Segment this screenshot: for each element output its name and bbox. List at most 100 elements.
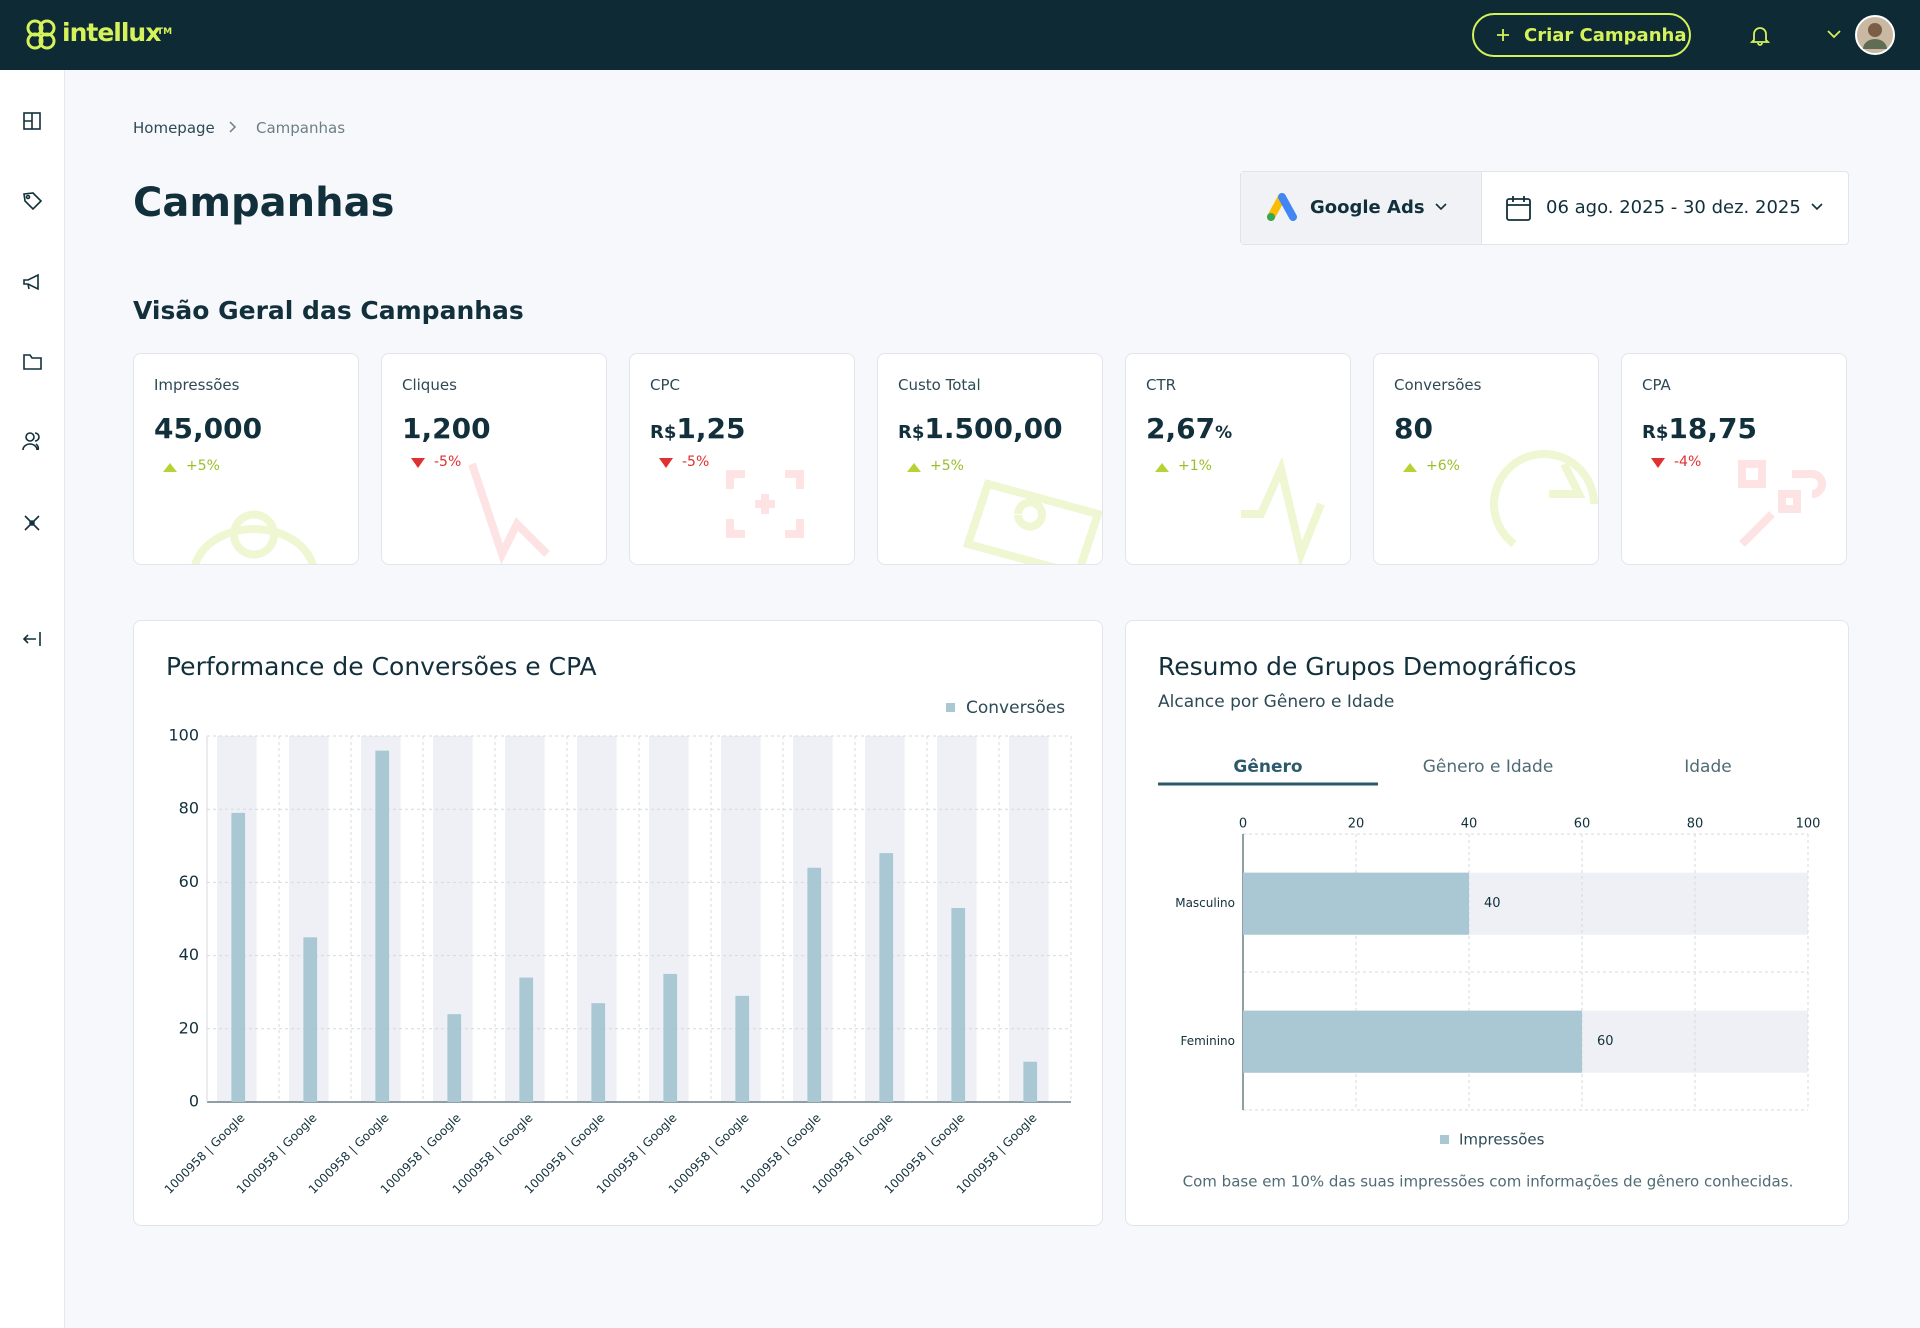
- kpi-icon: [468, 462, 550, 564]
- bar: [303, 937, 318, 1102]
- trend-arrow: [1651, 458, 1665, 468]
- x-tick-label: 1000958 | Google: [810, 1111, 896, 1197]
- network-icon[interactable]: [24, 515, 40, 531]
- bar: [519, 977, 534, 1102]
- bar: [375, 750, 390, 1102]
- kpi-change: +1%: [1178, 458, 1212, 474]
- trend-arrow: [659, 458, 673, 468]
- google-ads-logo: [1267, 193, 1297, 221]
- kpi-card: Cliques 1,200 -5%: [381, 353, 607, 565]
- kpi-label: CPC: [650, 376, 680, 394]
- users-icon[interactable]: [22, 432, 40, 451]
- collapse-icon[interactable]: [22, 632, 41, 646]
- breadcrumb-current: Campanhas: [256, 119, 346, 137]
- kpi-value: 1.500,00: [924, 412, 1063, 445]
- platform-label: Google Ads: [1310, 197, 1425, 218]
- kpi-card: Impressões 45,000 +5%: [133, 353, 359, 565]
- kpi-card: CPA R$18,75 -4%: [1621, 353, 1847, 565]
- kpi-prefix: R$: [898, 422, 925, 443]
- page-title: Campanhas: [133, 180, 395, 226]
- folder-icon[interactable]: [23, 354, 42, 370]
- chart-panel: Performance de Conversões e CPA Conversõe…: [133, 620, 1103, 1226]
- bar: [231, 812, 246, 1102]
- trend-arrow: [1403, 463, 1417, 472]
- y-tick-label: 0: [189, 1092, 199, 1111]
- chevron: [1435, 203, 1447, 211]
- user-avatar[interactable]: [1855, 15, 1895, 55]
- x-tick-label: 1000958 | Google: [450, 1111, 536, 1197]
- kpi-value-row: R$18,75: [1642, 412, 1757, 445]
- bar: [735, 995, 750, 1102]
- kpi-label: CTR: [1146, 376, 1177, 394]
- x-tick-label: 1000958 | Google: [162, 1111, 248, 1197]
- y-tick-label: 60: [179, 872, 199, 891]
- notification-bell[interactable]: [1749, 24, 1771, 46]
- x-tick-label: 40: [1461, 817, 1478, 832]
- kpi-change: +6%: [1426, 458, 1460, 474]
- bar: [951, 908, 966, 1102]
- kpi-icon-shape: [726, 470, 804, 538]
- kpi-change: -4%: [1674, 454, 1702, 470]
- kpi-card: Custo Total R$1.500,00 +5%: [877, 353, 1103, 565]
- kpi-icon: [962, 479, 1102, 564]
- x-tick-label: 1000958 | Google: [666, 1111, 752, 1197]
- trend-arrow-shape: [1651, 458, 1665, 468]
- platform-select[interactable]: Google Ads: [1241, 172, 1482, 244]
- bar: [1243, 872, 1469, 935]
- trend-arrow-shape: [163, 463, 177, 472]
- tab[interactable]: Gênero e Idade: [1423, 757, 1554, 777]
- kpi-label: CPA: [1642, 376, 1671, 394]
- create-campaign-button[interactable]: Criar Campanha: [1472, 13, 1691, 57]
- plus-icon: [1497, 29, 1509, 41]
- dashboard-icon[interactable]: [23, 112, 41, 130]
- bar: [879, 853, 894, 1102]
- chart-title: Resumo de Grupos Demográficos: [1158, 652, 1576, 681]
- kpi-label: Impressões: [154, 376, 240, 394]
- kpi-value: 1,25: [676, 412, 746, 445]
- chart-panel: Resumo de Grupos Demográficos Alcance por…: [1125, 620, 1849, 1226]
- date-range-label[interactable]: 06 ago. 2025 - 30 dez. 2025: [1546, 197, 1801, 218]
- megaphone-icon[interactable]: [23, 273, 39, 291]
- category-band: [1009, 736, 1049, 1102]
- y-tick-label: Masculino: [1175, 896, 1235, 910]
- x-tick-label: 60: [1574, 817, 1591, 832]
- x-tick-label: 1000958 | Google: [234, 1111, 320, 1197]
- kpi-icon-shape: [1241, 456, 1325, 564]
- tab[interactable]: Gênero: [1233, 757, 1302, 777]
- kpi-icon-shape: [191, 510, 317, 564]
- kpi-value-row: 1,200: [402, 412, 491, 445]
- tab[interactable]: Idade: [1684, 757, 1731, 777]
- kpi-value: 80: [1394, 412, 1433, 445]
- kpi-value-row: R$1,25: [650, 412, 745, 445]
- kpi-value-row: 2,67%: [1146, 412, 1232, 445]
- kpi-icon: [191, 510, 317, 564]
- x-tick-label: 1000958 | Google: [378, 1111, 464, 1197]
- kpi-icon-shape: [468, 462, 550, 564]
- trend-arrow-shape: [1155, 463, 1169, 472]
- y-tick-label: 80: [179, 799, 199, 818]
- bar: [447, 1014, 462, 1102]
- bar: [807, 867, 822, 1102]
- user-menu-chevron[interactable]: [1826, 28, 1842, 40]
- x-tick-label: 1000958 | Google: [738, 1111, 824, 1197]
- brand-trademark: TM: [157, 27, 173, 37]
- breadcrumb-link[interactable]: Homepage: [133, 119, 215, 137]
- y-tick-label: 100: [168, 726, 199, 745]
- chart: Resumo de Grupos Demográficos Alcance por…: [1158, 652, 1820, 1191]
- brand-logo: [26, 19, 56, 50]
- brand-name: intellux: [62, 18, 161, 47]
- data-label: 60: [1597, 1034, 1614, 1049]
- kpi-value: 18,75: [1668, 412, 1757, 445]
- chart-note: Com base em 10% das suas impressões com …: [1183, 1173, 1794, 1191]
- kpi-change: -5%: [682, 454, 710, 470]
- kpi-prefix: R$: [650, 422, 677, 443]
- kpi-card: Conversões 80 +6%: [1373, 353, 1599, 565]
- filter-bar: Google Ads 06 ago. 2025 - 30 dez. 2025: [1240, 171, 1849, 245]
- tag-icon[interactable]: [23, 192, 43, 211]
- kpi-icon-shape: [1738, 460, 1826, 547]
- kpi-value: 45,000: [154, 412, 263, 445]
- kpi-icon: [1241, 456, 1325, 564]
- x-tick-label: 1000958 | Google: [882, 1111, 968, 1197]
- legend-label: Impressões: [1459, 1131, 1545, 1149]
